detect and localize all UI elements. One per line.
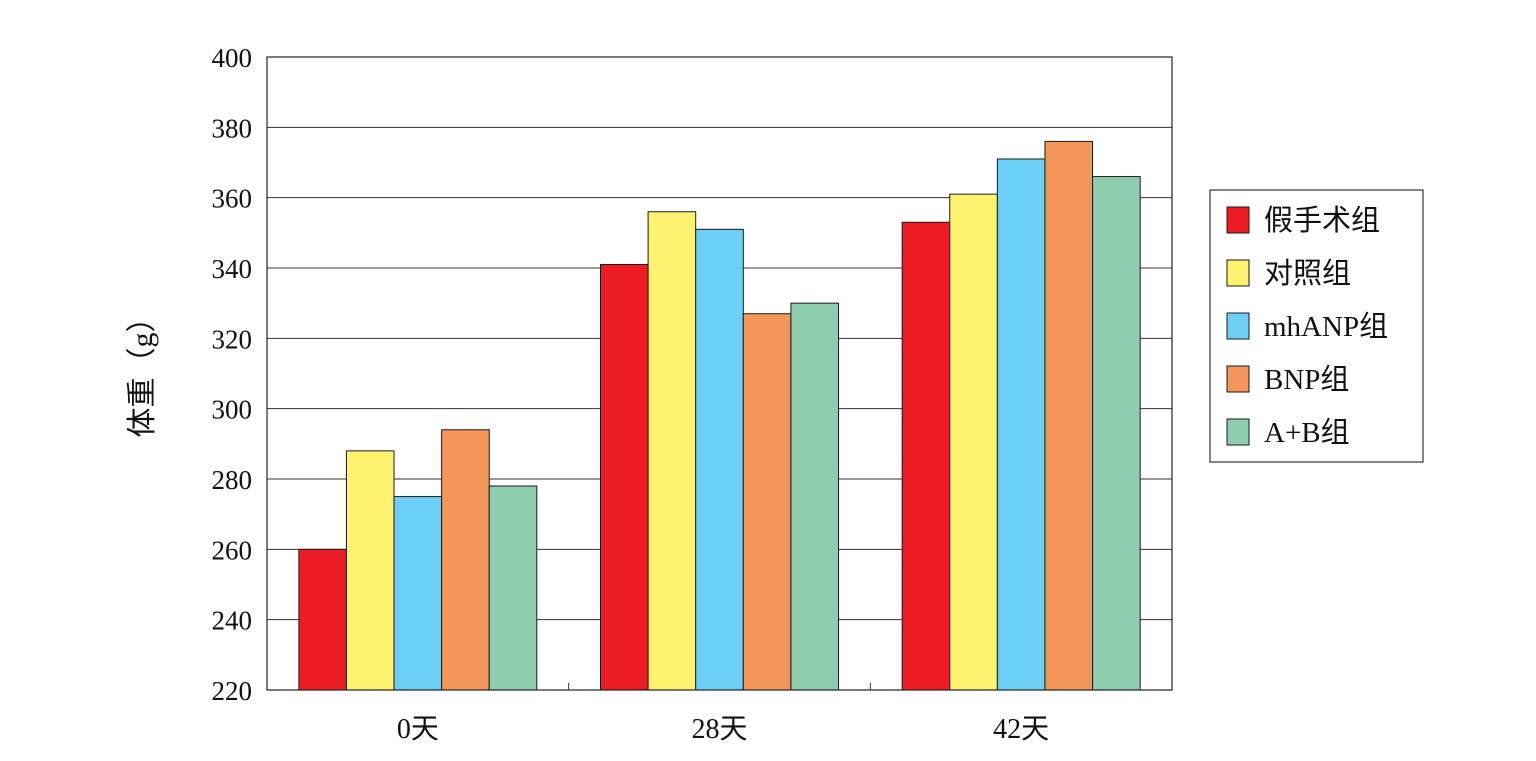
bar: [949, 193, 998, 691]
bar: [695, 228, 744, 691]
bar: [901, 221, 951, 691]
x-category-label: 28天: [691, 714, 747, 745]
x-category-label: 42天: [993, 714, 1049, 745]
bar: [742, 313, 792, 691]
x-category-label: 0天: [397, 714, 439, 745]
y-axis-ticks: 220 240 260 280 300 320 340 360 380 400: [212, 43, 253, 706]
legend-label: A+B组: [1264, 416, 1350, 449]
bars: [298, 140, 1141, 691]
legend-swatch: [1226, 206, 1250, 234]
bar: [996, 158, 1046, 691]
legend-swatch: [1226, 365, 1250, 393]
y-tick-label: 340: [212, 254, 253, 284]
y-tick-label: 260: [212, 535, 253, 565]
bar: [600, 263, 649, 691]
y-tick-label: 300: [212, 395, 253, 425]
bar: [1092, 176, 1141, 691]
y-axis-label: 体重（g）: [126, 303, 159, 438]
legend-swatch: [1226, 259, 1250, 287]
bar: [647, 211, 697, 691]
bar: [790, 302, 840, 691]
y-tick-label: 280: [212, 465, 253, 495]
legend-label: 对照组: [1264, 257, 1351, 290]
bar: [298, 548, 347, 691]
y-tick-label: 240: [212, 606, 253, 636]
y-tick-label: 320: [212, 324, 253, 354]
y-tick-label: 400: [212, 43, 253, 73]
bar: [345, 450, 395, 691]
y-tick-label: 360: [212, 184, 253, 214]
y-tick-label: 220: [212, 676, 253, 706]
legend-label: mhANP组: [1264, 310, 1388, 343]
bar: [393, 496, 443, 691]
legend-label: 假手术组: [1264, 204, 1380, 237]
bar: [441, 429, 490, 691]
x-axis-ticks: 0天 28天 42天: [397, 683, 1049, 745]
legend-swatch: [1226, 418, 1250, 446]
y-tick-label: 380: [212, 113, 253, 143]
plot-frame: [266, 56, 1173, 691]
bar: [488, 485, 538, 691]
bar: [1044, 140, 1094, 691]
legend-swatch: [1226, 312, 1250, 340]
legend-label: BNP组: [1264, 363, 1349, 396]
